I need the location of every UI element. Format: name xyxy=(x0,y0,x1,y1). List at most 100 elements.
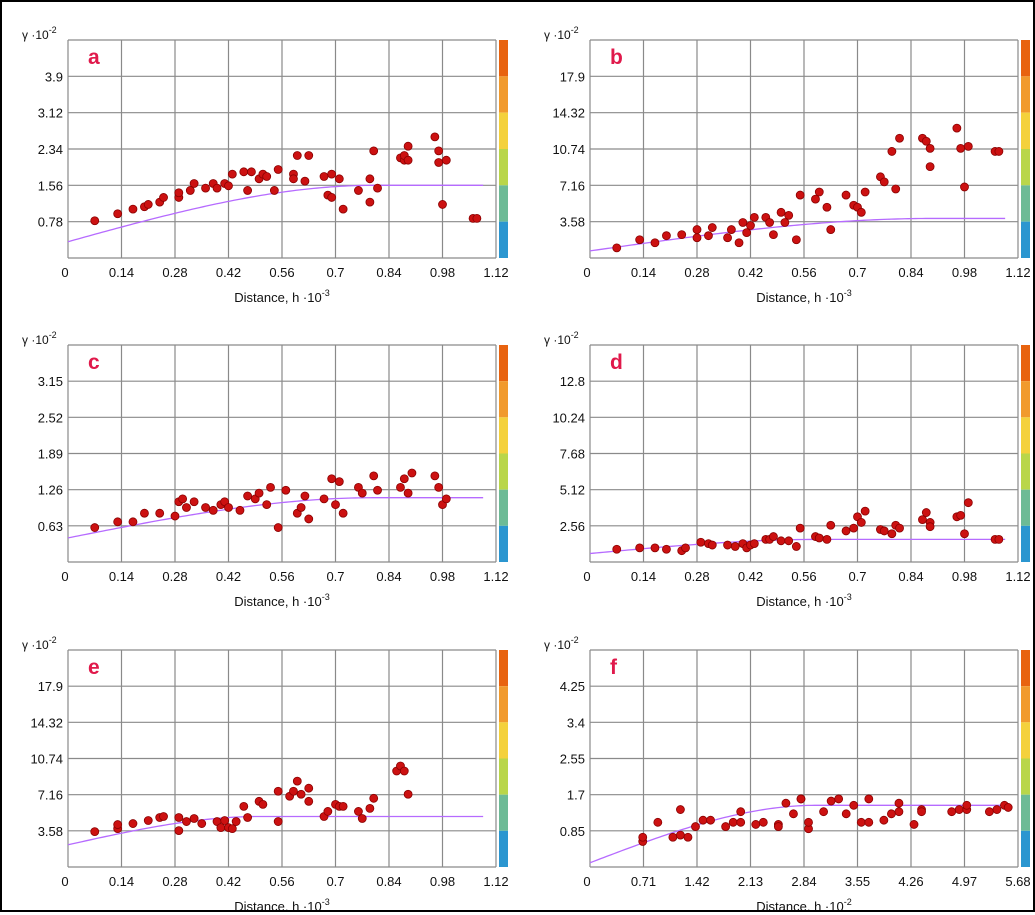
data-point xyxy=(201,503,210,512)
data-point xyxy=(791,235,801,245)
x-tick-label: 0.14 xyxy=(109,265,134,280)
x-tick-label: 0.14 xyxy=(631,265,656,280)
data-point xyxy=(441,155,451,165)
data-point xyxy=(668,832,678,842)
data-point xyxy=(707,223,717,232)
data-point xyxy=(178,494,188,504)
data-point xyxy=(128,204,138,214)
y-axis-label-exponent: -2 xyxy=(49,635,57,645)
x-axis-label: Distance, h ·10-3 xyxy=(756,592,851,609)
data-point xyxy=(323,807,333,816)
data-point xyxy=(726,225,736,234)
data-point xyxy=(399,474,409,484)
x-axis-label: Distance, h ·10-3 xyxy=(234,288,329,305)
colorbar-segment xyxy=(1021,381,1030,418)
data-point xyxy=(811,194,820,204)
data-point xyxy=(334,477,344,487)
data-point xyxy=(201,183,210,193)
data-point xyxy=(182,817,191,826)
colorbar-segment xyxy=(1021,489,1030,526)
data-point xyxy=(128,517,138,527)
data-point xyxy=(765,218,775,227)
data-point xyxy=(369,793,379,803)
data-point xyxy=(159,193,168,202)
data-point xyxy=(776,207,786,217)
data-point xyxy=(220,816,230,825)
data-point xyxy=(182,503,191,512)
data-point xyxy=(373,183,382,193)
data-point xyxy=(189,179,199,188)
model-curve xyxy=(67,497,484,539)
chart-panel-d: d γ ·10-2 2.56 5.12 7.68 10.24 12.8 0 0.14 0.28 0.… xyxy=(544,330,1031,609)
data-point xyxy=(781,798,791,808)
x-tick-label: 0.7 xyxy=(848,569,866,584)
colorbar-segment xyxy=(1021,686,1030,723)
x-tick-label: 5.68 xyxy=(1005,874,1030,889)
data-point xyxy=(887,809,896,819)
data-point xyxy=(262,172,272,181)
y-tick-label: 7.16 xyxy=(38,788,63,803)
data-point xyxy=(304,783,314,793)
data-point xyxy=(894,798,904,808)
y-tick-label: 0.78 xyxy=(38,215,63,230)
data-point xyxy=(738,218,748,227)
x-axis-label: Distance, h ·10-3 xyxy=(234,897,329,910)
data-point xyxy=(239,801,249,811)
data-point xyxy=(804,817,813,827)
data-point xyxy=(403,141,413,151)
data-point xyxy=(749,213,759,222)
chart-panel-b: b γ ·10-2 3.58 7.16 10.74 14.32 17.9 0 0.14 0.28 0… xyxy=(544,25,1031,305)
data-point xyxy=(653,817,663,827)
data-point xyxy=(231,817,241,826)
data-point xyxy=(826,225,836,234)
data-point xyxy=(90,827,100,837)
data-point xyxy=(354,186,363,195)
x-tick-label: 0.98 xyxy=(430,265,455,280)
data-point xyxy=(174,188,184,198)
data-point xyxy=(296,789,306,799)
data-point xyxy=(319,494,329,504)
data-point xyxy=(856,817,866,827)
data-point xyxy=(403,789,413,799)
data-point xyxy=(650,543,660,553)
y-axis-label: γ ·10-2 xyxy=(22,330,57,347)
colorbar-segment xyxy=(499,221,508,258)
x-tick-label: 1.12 xyxy=(483,569,508,584)
x-tick-label: 0.56 xyxy=(269,265,294,280)
data-point xyxy=(327,474,337,484)
chart-panel-e: e γ ·10-2 3.58 7.16 10.74 14.32 17.9 0 0.14 0.28 0… xyxy=(22,635,509,914)
data-point xyxy=(143,816,153,825)
y-tick-label: 7.16 xyxy=(560,178,585,193)
colorbar-segment xyxy=(1021,76,1030,113)
data-point xyxy=(895,523,904,533)
data-point xyxy=(789,809,798,819)
data-point xyxy=(662,231,671,241)
data-point xyxy=(224,181,233,191)
data-point xyxy=(773,822,783,831)
x-tick-label: 0.71 xyxy=(631,874,656,889)
data-point xyxy=(742,228,752,238)
data-point xyxy=(879,526,889,536)
data-point xyxy=(243,813,253,822)
data-point xyxy=(960,182,969,192)
y-tick-label: 1.7 xyxy=(567,788,585,803)
data-point xyxy=(822,534,832,544)
y-tick-label: 2.34 xyxy=(38,142,63,157)
y-tick-label: 5.12 xyxy=(560,483,585,498)
data-point xyxy=(856,207,866,217)
data-point xyxy=(266,482,275,492)
data-point xyxy=(434,482,444,492)
y-axis-label: γ ·10-2 xyxy=(22,25,57,42)
data-point xyxy=(304,796,314,806)
x-tick-label: 0.28 xyxy=(162,874,187,889)
colorbar-segment xyxy=(1021,794,1030,831)
data-point xyxy=(373,485,382,495)
colorbar-segment xyxy=(499,794,508,831)
y-tick-label: 14.32 xyxy=(552,106,585,121)
y-tick-label: 3.9 xyxy=(45,69,63,84)
data-point xyxy=(780,218,790,227)
x-tick-label: 0.56 xyxy=(791,569,816,584)
y-axis-label: γ ·10-2 xyxy=(544,25,579,42)
colorbar-segment xyxy=(499,722,508,759)
